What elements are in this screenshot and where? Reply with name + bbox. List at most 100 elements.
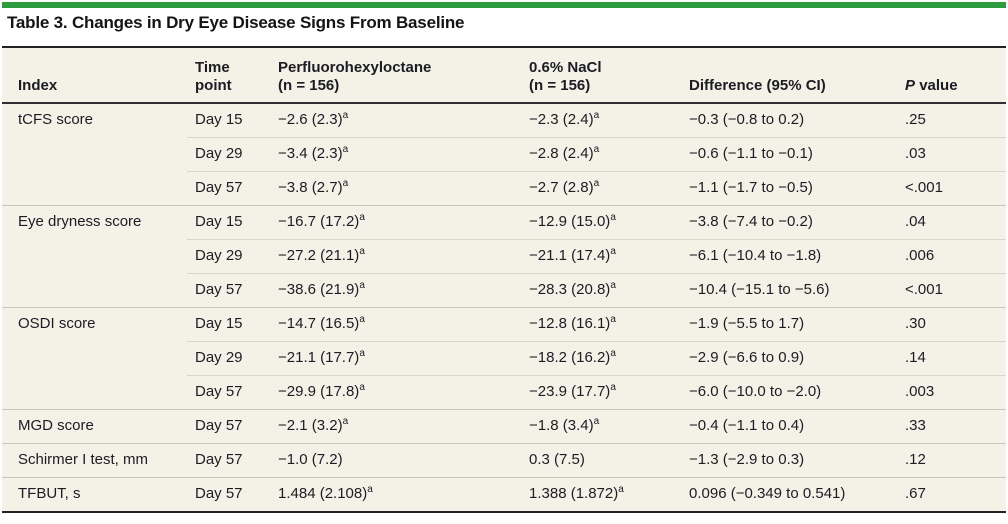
cell-drug: −3.8 (2.7)a bbox=[278, 171, 529, 206]
cell-nacl: −2.7 (2.8)a bbox=[529, 171, 689, 206]
footnote-marker: a bbox=[618, 484, 624, 496]
cell-time: Day 57 bbox=[187, 375, 278, 410]
cell-p: <.001 bbox=[905, 171, 1006, 206]
footnote-marker: a bbox=[610, 280, 616, 292]
footnote-marker: a bbox=[593, 178, 600, 190]
footnote-marker: a bbox=[593, 110, 600, 122]
cell-nacl: −12.8 (16.1)a bbox=[529, 307, 689, 342]
cell-drug: −2.6 (2.3)a bbox=[278, 110, 349, 129]
footnote-marker: a bbox=[359, 382, 365, 394]
cell-drug: −21.1 (17.7)a bbox=[278, 341, 529, 376]
table-row: MGD score Day 57 −2.1 (3.2)a −1.8 (3.4)a −0.… bbox=[2, 409, 1006, 444]
cell-time: Day 57 bbox=[187, 443, 278, 478]
cell-time: Day 29 bbox=[187, 137, 278, 172]
cell-p: .30 bbox=[905, 307, 1006, 342]
cell-diff: 0.096 (−0.349 to 0.541) bbox=[689, 477, 905, 512]
table-header: Index Time point Perfluorohexyloctane (n… bbox=[2, 47, 1006, 104]
col-header-nacl: 0.6% NaCl (n = 156) bbox=[529, 47, 689, 104]
cell-drug: −1.0 (7.2) bbox=[278, 443, 529, 478]
cell-diff: −0.3 (−0.8 to 0.2) bbox=[689, 111, 805, 129]
cell-index: TFBUT, s bbox=[2, 477, 187, 512]
footnote-marker: a bbox=[359, 348, 365, 360]
cell-diff: −6.0 (−10.0 to −2.0) bbox=[689, 375, 905, 410]
col-header-difference: Difference (95% CI) bbox=[689, 47, 905, 104]
cell-diff: −1.3 (−2.9 to 0.3) bbox=[689, 443, 905, 478]
footnote-marker: a bbox=[359, 246, 365, 258]
cell-index bbox=[2, 172, 187, 206]
cell-p: .12 bbox=[905, 443, 1006, 478]
col-header-perfluorohexyloctane: Perfluorohexyloctane (n = 156) bbox=[278, 47, 529, 104]
cell-drug: −38.6 (21.9)a bbox=[278, 273, 529, 308]
cell-p: .03 bbox=[905, 137, 1006, 172]
accent-top-bar bbox=[2, 2, 1006, 8]
cell-diff: −2.9 (−6.6 to 0.9) bbox=[689, 341, 905, 376]
footnote-marker: a bbox=[359, 280, 365, 292]
table-title: Table 3. Changes in Dry Eye Disease Sign… bbox=[7, 13, 465, 32]
cell-time: Day 57 bbox=[187, 273, 278, 308]
cell-time: Day 15 bbox=[187, 205, 278, 240]
cell-time: Day 57 bbox=[187, 477, 278, 512]
footnote-marker: a bbox=[342, 144, 349, 156]
table-row: tCFS score Day 15 −2.6 (2.3)a −2.3 (2.4)a −0… bbox=[2, 103, 1006, 138]
cell-diff: −6.1 (−10.4 to −1.8) bbox=[689, 239, 905, 274]
table-row: Day 29 −21.1 (17.7)a −18.2 (16.2)a −2.9 (−6… bbox=[2, 341, 1006, 376]
footnote-marker: a bbox=[610, 382, 616, 394]
cell-drug: −27.2 (21.1)a bbox=[278, 239, 529, 274]
footnote-marker: a bbox=[359, 314, 365, 326]
cell-index bbox=[2, 376, 187, 410]
footnote-marker: a bbox=[610, 314, 616, 326]
cell-nacl: −1.8 (3.4)a bbox=[529, 409, 689, 444]
footnote-marker: a bbox=[342, 110, 349, 122]
table-row: Eye dryness score Day 15 −16.7 (17.2)a −12.… bbox=[2, 205, 1006, 240]
cell-diff: −1.1 (−1.7 to −0.5) bbox=[689, 171, 905, 206]
cell-drug: −29.9 (17.8)a bbox=[278, 375, 529, 410]
col-header-index: Index bbox=[2, 47, 187, 104]
cell-nacl: −21.1 (17.4)a bbox=[529, 239, 689, 274]
cell-index bbox=[2, 138, 187, 172]
cell-diff: −3.8 (−7.4 to −0.2) bbox=[689, 205, 905, 240]
footnote-marker: a bbox=[367, 484, 373, 496]
footnote-marker: a bbox=[342, 178, 349, 190]
table-row: Day 57 −3.8 (2.7)a −2.7 (2.8)a −1.1 (−1.7 t… bbox=[2, 171, 1006, 206]
p-rest: value bbox=[919, 77, 958, 94]
cell-p: .25 bbox=[905, 111, 926, 129]
cell-p: .14 bbox=[905, 341, 1006, 376]
cell-time: Day 29 bbox=[187, 239, 278, 274]
cell-index: Eye dryness score bbox=[2, 205, 187, 240]
cell-drug: −3.4 (2.3)a bbox=[278, 137, 529, 172]
cell-drug: −2.1 (3.2)a bbox=[278, 409, 529, 444]
cell-index: MGD score bbox=[2, 409, 187, 444]
cell-index bbox=[2, 274, 187, 308]
col-header-time-point: Time point bbox=[187, 47, 278, 104]
footnote-marker: a bbox=[610, 348, 616, 360]
footnote-marker: a bbox=[610, 246, 616, 258]
cell-p: .006 bbox=[905, 239, 1006, 274]
cell-nacl: −28.3 (20.8)a bbox=[529, 273, 689, 308]
cell-p: .04 bbox=[905, 205, 1006, 240]
cell-index: OSDI score bbox=[2, 307, 187, 342]
footnote-marker: a bbox=[593, 144, 600, 156]
cell-time: Day 57 bbox=[187, 171, 278, 206]
cell-nacl: −18.2 (16.2)a bbox=[529, 341, 689, 376]
table-row: Schirmer I test, mm Day 57 −1.0 (7.2) 0.3 (… bbox=[2, 443, 1006, 478]
table-row: TFBUT, s Day 57 1.484 (2.108)a 1.388 (1.872… bbox=[2, 477, 1006, 512]
col-header-p-value: P value bbox=[905, 47, 1006, 104]
cell-time: Day 15 bbox=[195, 111, 243, 129]
footnote-marker: a bbox=[593, 416, 600, 428]
table-row: Day 57 −38.6 (21.9)a −28.3 (20.8)a −10.4 (−… bbox=[2, 273, 1006, 308]
cell-index bbox=[2, 240, 187, 274]
cell-nacl: −2.8 (2.4)a bbox=[529, 137, 689, 172]
cell-index bbox=[2, 342, 187, 376]
cell-drug: −16.7 (17.2)a bbox=[278, 205, 529, 240]
cell-drug: −14.7 (16.5)a bbox=[278, 307, 529, 342]
cell-diff: −0.6 (−1.1 to −0.1) bbox=[689, 137, 905, 172]
footnote-marker: a bbox=[342, 416, 349, 428]
results-table: Index Time point Perfluorohexyloctane (n… bbox=[2, 46, 1006, 513]
footnote-marker: a bbox=[359, 212, 365, 224]
cell-p: .67 bbox=[905, 477, 1006, 512]
header-row: Index Time point Perfluorohexyloctane (n… bbox=[2, 47, 1006, 104]
cell-p: <.001 bbox=[905, 273, 1006, 308]
cell-p: .33 bbox=[905, 409, 1006, 444]
cell-nacl: 0.3 (7.5) bbox=[529, 443, 689, 478]
